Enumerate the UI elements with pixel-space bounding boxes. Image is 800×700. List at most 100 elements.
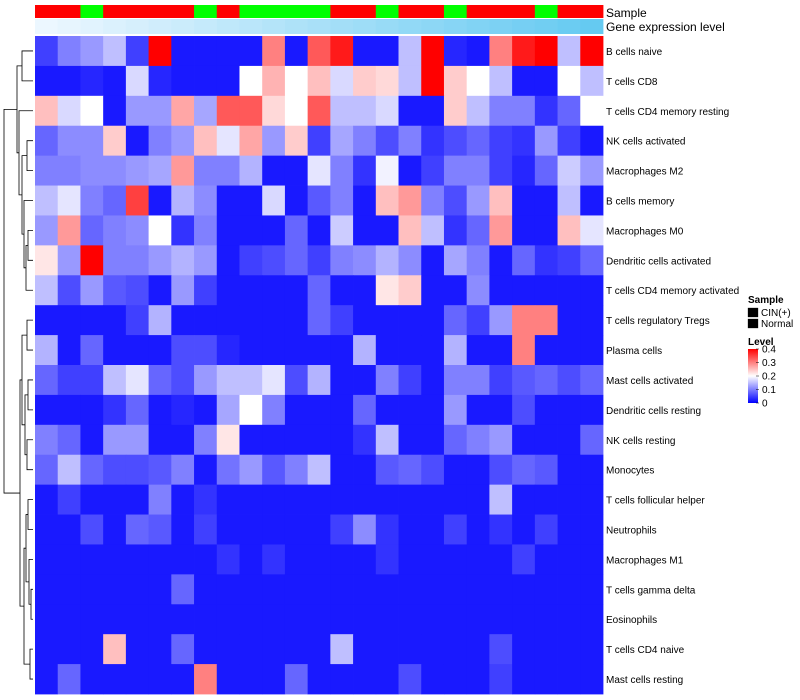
heatmap-cell bbox=[57, 185, 81, 216]
heatmap-cell bbox=[489, 604, 513, 635]
heatmap-cell bbox=[580, 574, 604, 605]
heatmap-cell bbox=[57, 454, 81, 486]
heatmap-cell bbox=[443, 155, 468, 186]
heatmap-cell bbox=[512, 245, 536, 276]
heatmap-cell bbox=[534, 275, 558, 306]
heatmap-cell bbox=[443, 544, 468, 575]
heatmap-cell bbox=[330, 335, 354, 366]
sample-annotation-cell bbox=[353, 5, 377, 18]
heatmap-cell bbox=[534, 215, 558, 246]
heatmap-cell bbox=[262, 424, 286, 456]
heatmap-cell bbox=[125, 185, 149, 216]
heatmap-cell bbox=[125, 275, 149, 306]
heatmap-cell bbox=[375, 305, 399, 336]
heatmap-cell bbox=[57, 65, 81, 97]
heatmap-cell bbox=[557, 36, 581, 67]
expression-annotation-cell bbox=[57, 19, 81, 34]
heatmap-cell bbox=[194, 335, 218, 366]
heatmap-cell bbox=[330, 424, 354, 456]
heatmap-cell bbox=[57, 394, 81, 426]
heatmap-cell bbox=[557, 305, 581, 336]
heatmap-cell bbox=[125, 544, 149, 575]
sample-annotation-cell bbox=[35, 5, 59, 18]
heatmap-cell bbox=[103, 215, 127, 246]
heatmap-cell bbox=[125, 634, 149, 665]
sample-annotation-cell bbox=[512, 5, 536, 18]
heatmap-cell bbox=[80, 634, 104, 665]
heatmap-cell bbox=[194, 664, 218, 695]
heatmap-cell bbox=[466, 36, 490, 67]
sample-annotation-cell bbox=[103, 5, 127, 18]
heatmap-cell bbox=[330, 514, 354, 545]
heatmap-cell bbox=[216, 125, 240, 157]
heatmap-cell bbox=[375, 155, 399, 186]
heatmap-cell bbox=[216, 335, 240, 366]
heatmap-cell bbox=[421, 664, 445, 695]
heatmap-cell bbox=[421, 424, 445, 456]
heatmap-cell bbox=[489, 275, 513, 306]
heatmap-cell bbox=[216, 484, 240, 515]
heatmap-cell bbox=[307, 185, 331, 216]
heatmap-cell bbox=[489, 574, 513, 605]
row-label: Macrophages M0 bbox=[606, 226, 684, 237]
heatmap-cell bbox=[307, 454, 331, 486]
dendrogram-branch bbox=[27, 230, 33, 261]
heatmap-cell bbox=[421, 634, 445, 665]
heatmap-cell bbox=[35, 514, 59, 545]
heatmap-cell bbox=[398, 305, 422, 336]
heatmap-cell bbox=[512, 634, 536, 665]
heatmap-cell bbox=[239, 365, 263, 396]
heatmap-cell bbox=[398, 574, 422, 605]
heatmap-cell bbox=[580, 245, 604, 276]
expression-annotation-cell bbox=[534, 19, 558, 34]
expression-annotation-cell bbox=[148, 19, 172, 34]
heatmap-cell bbox=[148, 365, 172, 396]
heatmap-cell bbox=[216, 185, 240, 216]
heatmap-cell bbox=[353, 634, 377, 665]
row-label: B cells memory bbox=[606, 197, 674, 208]
expression-annotation-cell bbox=[171, 19, 195, 34]
heatmap-cell bbox=[443, 215, 468, 246]
sample-annotation-cell bbox=[171, 5, 195, 18]
sample-annotation-cell bbox=[534, 5, 558, 18]
heatmap-cell bbox=[125, 95, 149, 127]
row-label: T cells CD4 naive bbox=[606, 645, 685, 656]
heatmap-cell bbox=[330, 394, 354, 426]
heatmap-cell bbox=[125, 604, 149, 635]
heatmap-cell bbox=[489, 215, 513, 246]
heatmap-cell bbox=[148, 484, 172, 515]
heatmap-cell bbox=[80, 544, 104, 575]
heatmap-cell bbox=[80, 514, 104, 545]
row-labels: B cells naive T cells CD8 T cells CD4 memo… bbox=[606, 47, 739, 686]
heatmap-cell bbox=[353, 664, 377, 695]
heatmap-cell bbox=[421, 454, 445, 486]
heatmap-cell bbox=[284, 454, 309, 486]
heatmap-cell bbox=[35, 604, 59, 635]
heatmap-cell bbox=[239, 215, 263, 246]
heatmap-cell bbox=[171, 365, 195, 396]
heatmap-cell bbox=[239, 634, 263, 665]
heatmap-cell bbox=[35, 394, 59, 426]
expression-annotation-cell bbox=[103, 19, 127, 34]
heatmap-cell bbox=[57, 335, 81, 366]
heatmap-cell bbox=[398, 394, 422, 426]
heatmap-cell bbox=[307, 305, 331, 336]
heatmap-cell bbox=[35, 664, 59, 695]
heatmap-cell bbox=[171, 454, 195, 486]
heatmap-cell bbox=[375, 185, 399, 216]
heatmap-cell bbox=[125, 335, 149, 366]
heatmap-cell bbox=[284, 36, 309, 67]
heatmap-cell bbox=[262, 574, 286, 605]
heatmap-cell bbox=[330, 245, 354, 276]
heatmap-cell bbox=[171, 484, 195, 515]
heatmap-cell bbox=[421, 574, 445, 605]
heatmap-cell bbox=[466, 514, 490, 545]
heatmap-cell bbox=[534, 484, 558, 515]
heatmap-cell bbox=[443, 394, 468, 426]
heatmap-cell bbox=[466, 365, 490, 396]
heatmap-cell bbox=[57, 95, 81, 127]
heatmap-cell bbox=[353, 424, 377, 456]
expression-annotation-cell bbox=[557, 19, 581, 34]
heatmap-cell bbox=[148, 544, 172, 575]
heatmap-cell bbox=[103, 664, 127, 695]
